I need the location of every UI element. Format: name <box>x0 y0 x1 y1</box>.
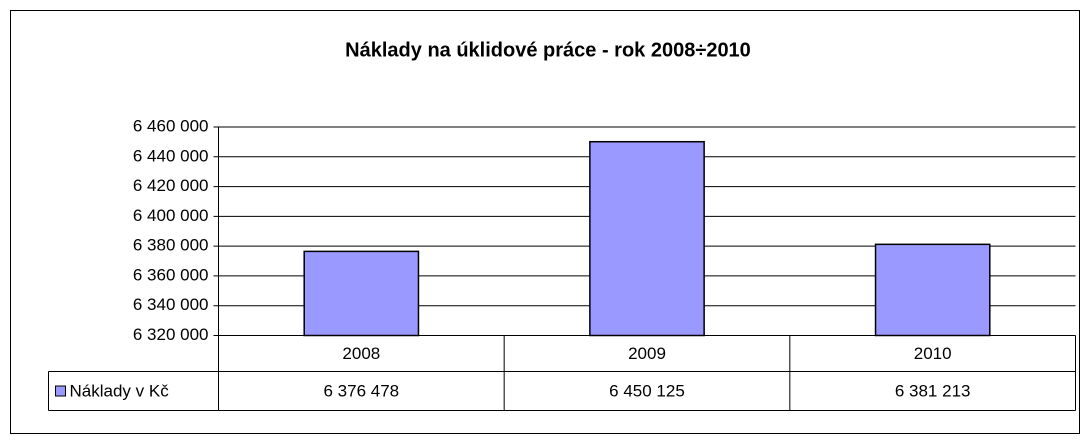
y-tick-label: 6 380 000 <box>133 236 209 255</box>
legend-label: Náklady v Kč <box>70 381 170 400</box>
y-tick-label: 6 460 000 <box>133 116 209 135</box>
y-tick-label: 6 420 000 <box>133 176 209 195</box>
chart-title: Náklady na úklidové práce - rok 2008÷201… <box>345 39 751 61</box>
data-table-value: 6 376 478 <box>324 381 400 400</box>
bar <box>589 140 705 337</box>
y-tick-label: 6 340 000 <box>133 295 209 314</box>
chart-frame <box>10 10 1080 434</box>
x-tick-label: 2010 <box>914 344 952 363</box>
y-tick-label: 6 320 000 <box>133 325 209 344</box>
data-table-value: 6 450 125 <box>609 381 685 400</box>
bar <box>874 243 991 337</box>
y-tick-label: 6 400 000 <box>133 206 209 225</box>
x-tick-label: 2008 <box>342 344 380 363</box>
bar <box>303 250 420 337</box>
y-tick-label: 6 360 000 <box>133 265 209 284</box>
legend-key <box>55 385 66 397</box>
data-table-value: 6 381 213 <box>895 381 971 400</box>
x-tick-label: 2009 <box>628 344 666 363</box>
y-tick-label: 6 440 000 <box>133 146 209 165</box>
